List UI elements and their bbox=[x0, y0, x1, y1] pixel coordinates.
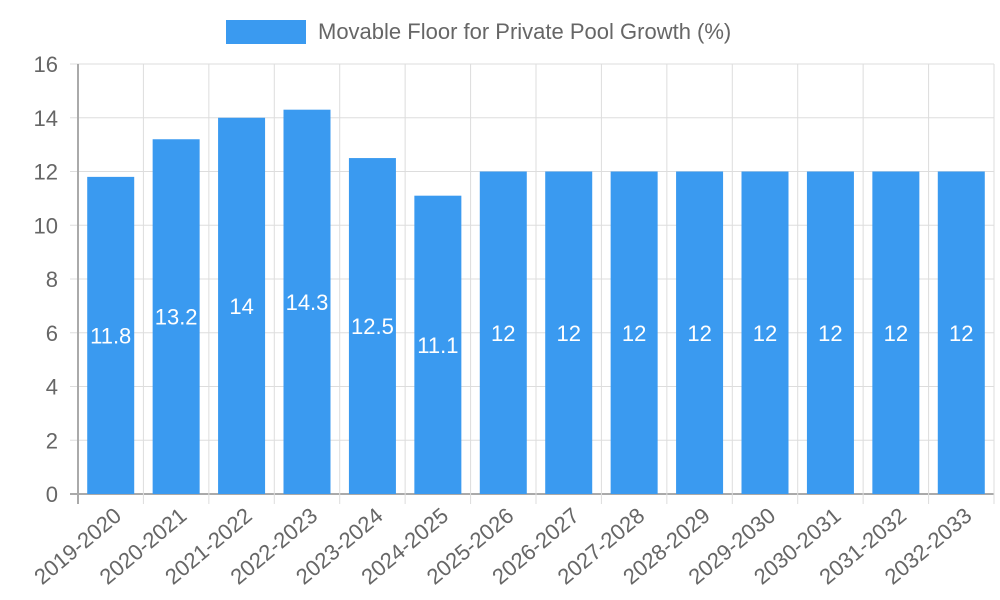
data-label: 12 bbox=[949, 321, 973, 346]
y-tick-label: 4 bbox=[46, 375, 58, 400]
bar bbox=[87, 176, 135, 494]
bar bbox=[348, 158, 396, 494]
bar bbox=[218, 117, 266, 494]
data-label: 12 bbox=[753, 321, 777, 346]
y-tick-label: 14 bbox=[34, 106, 58, 131]
bar bbox=[545, 171, 593, 494]
data-label: 12 bbox=[556, 321, 580, 346]
bar bbox=[741, 171, 789, 494]
bar bbox=[479, 171, 527, 494]
legend-label: Movable Floor for Private Pool Growth (%… bbox=[318, 19, 732, 44]
data-label: 11.8 bbox=[90, 323, 131, 348]
data-label: 12 bbox=[687, 321, 711, 346]
data-label: 14 bbox=[229, 294, 253, 319]
bar bbox=[806, 171, 854, 494]
legend-swatch bbox=[226, 20, 306, 44]
y-tick-label: 0 bbox=[46, 482, 58, 507]
data-label: 13.2 bbox=[155, 305, 198, 330]
y-tick-label: 10 bbox=[34, 213, 58, 238]
data-label: 12 bbox=[884, 321, 908, 346]
data-label: 11.1 bbox=[417, 333, 458, 358]
bar bbox=[283, 109, 331, 494]
bar bbox=[610, 171, 658, 494]
bar bbox=[872, 171, 920, 494]
chart-legend[interactable]: Movable Floor for Private Pool Growth (%… bbox=[226, 19, 731, 45]
bar bbox=[414, 195, 462, 494]
data-label: 12 bbox=[622, 321, 646, 346]
bar bbox=[152, 139, 200, 494]
bar bbox=[937, 171, 985, 494]
data-label: 14.3 bbox=[286, 290, 329, 315]
y-tick-label: 16 bbox=[34, 52, 58, 77]
y-tick-label: 8 bbox=[46, 267, 58, 292]
data-label: 12.5 bbox=[351, 314, 394, 339]
y-tick-label: 6 bbox=[46, 321, 58, 346]
y-tick-label: 12 bbox=[34, 160, 58, 185]
bar bbox=[676, 171, 724, 494]
data-label: 12 bbox=[818, 321, 842, 346]
data-label: 12 bbox=[491, 321, 515, 346]
y-tick-label: 2 bbox=[46, 428, 58, 453]
